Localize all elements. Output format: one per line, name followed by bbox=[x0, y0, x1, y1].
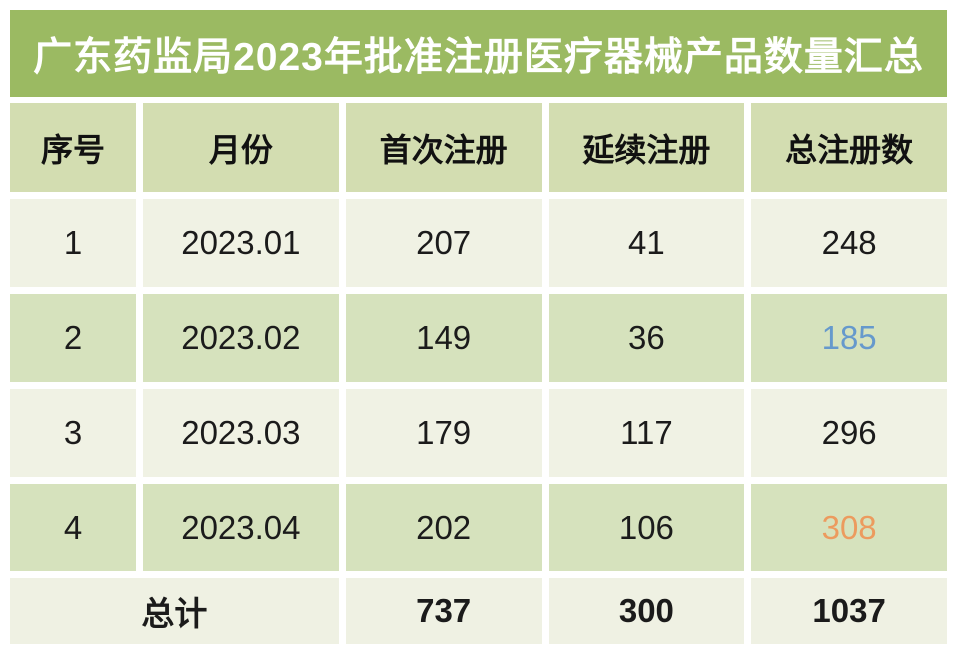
column-header-no: 序号 bbox=[10, 103, 136, 192]
column-header-renewal-reg: 延续注册 bbox=[548, 103, 745, 192]
column-header-first-reg: 首次注册 bbox=[345, 103, 542, 192]
cell-total-reg: 296 bbox=[751, 389, 947, 477]
cell-total-reg: 248 bbox=[751, 199, 947, 287]
cell-no: 4 bbox=[10, 484, 136, 571]
cell-first-reg: 207 bbox=[345, 199, 542, 287]
cell-month: 2023.03 bbox=[143, 389, 339, 477]
cell-no: 1 bbox=[10, 199, 136, 287]
summary-total-reg: 1037 bbox=[751, 578, 947, 644]
cell-first-reg: 202 bbox=[345, 484, 542, 571]
cell-renewal-reg: 41 bbox=[548, 199, 745, 287]
summary-renewal-reg: 300 bbox=[548, 578, 745, 644]
cell-no: 3 bbox=[10, 389, 136, 477]
page-title: 广东药监局2023年批准注册医疗器械产品数量汇总 bbox=[33, 35, 924, 79]
cell-total-reg: 308 bbox=[751, 484, 947, 571]
cell-month: 2023.02 bbox=[143, 294, 339, 382]
cell-no: 2 bbox=[10, 294, 136, 382]
cell-total-reg: 185 bbox=[751, 294, 947, 382]
column-header-total-reg: 总注册数 bbox=[751, 103, 947, 192]
summary-label: 总计 bbox=[10, 578, 339, 644]
cell-renewal-reg: 36 bbox=[548, 294, 745, 382]
cell-month: 2023.01 bbox=[143, 199, 339, 287]
cell-renewal-reg: 117 bbox=[548, 389, 745, 477]
cell-first-reg: 179 bbox=[345, 389, 542, 477]
cell-month: 2023.04 bbox=[143, 484, 339, 571]
cell-first-reg: 149 bbox=[345, 294, 542, 382]
summary-first-reg: 737 bbox=[345, 578, 542, 644]
column-header-month: 月份 bbox=[143, 103, 339, 192]
summary-table: 序号 月份 首次注册 延续注册 总注册数 1 2023.01 207 41 24… bbox=[10, 103, 947, 644]
cell-renewal-reg: 106 bbox=[548, 484, 745, 571]
title-bar: 广东药监局2023年批准注册医疗器械产品数量汇总 bbox=[10, 10, 947, 97]
